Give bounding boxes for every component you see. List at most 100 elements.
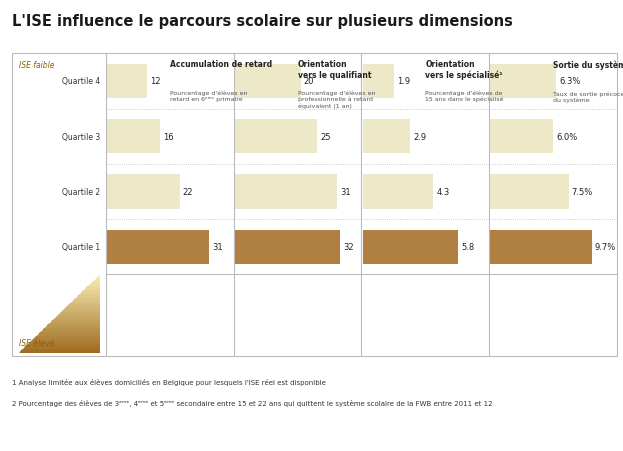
- Polygon shape: [69, 304, 100, 305]
- Text: Pourcentage d'élèves de
15 ans dans le spécialisé: Pourcentage d'élèves de 15 ans dans le s…: [426, 90, 504, 102]
- Text: 6.3%: 6.3%: [559, 77, 581, 86]
- Polygon shape: [35, 336, 100, 337]
- Polygon shape: [51, 321, 100, 322]
- Polygon shape: [50, 322, 100, 323]
- Bar: [363, 175, 434, 209]
- Text: 1 Analyse limitée aux élèves domiciliés en Belgique pour lesquels l'ISE réel est: 1 Analyse limitée aux élèves domiciliés …: [12, 379, 326, 386]
- Text: ISE faible: ISE faible: [19, 61, 54, 70]
- Polygon shape: [54, 318, 100, 319]
- Polygon shape: [26, 345, 100, 347]
- Text: 4.3: 4.3: [436, 188, 450, 197]
- Bar: [490, 175, 569, 209]
- Text: 5.8: 5.8: [461, 243, 474, 252]
- Polygon shape: [32, 339, 100, 340]
- Polygon shape: [83, 289, 100, 290]
- Polygon shape: [28, 343, 100, 344]
- Polygon shape: [96, 277, 100, 279]
- Text: 31: 31: [340, 188, 351, 197]
- Polygon shape: [40, 331, 100, 332]
- Polygon shape: [80, 293, 100, 295]
- Text: Orientation
vers le qualifiant: Orientation vers le qualifiant: [298, 60, 371, 79]
- Polygon shape: [70, 302, 100, 304]
- Polygon shape: [31, 340, 100, 341]
- Polygon shape: [93, 280, 100, 281]
- Polygon shape: [43, 328, 100, 330]
- Bar: [235, 64, 301, 99]
- Polygon shape: [67, 305, 100, 306]
- Polygon shape: [88, 285, 100, 286]
- Polygon shape: [66, 306, 100, 308]
- Bar: [235, 175, 337, 209]
- Polygon shape: [98, 275, 100, 276]
- Bar: [363, 64, 394, 99]
- Polygon shape: [49, 323, 100, 324]
- Bar: [107, 64, 147, 99]
- Polygon shape: [60, 311, 100, 313]
- Text: 7.5%: 7.5%: [572, 188, 593, 197]
- Polygon shape: [82, 290, 100, 292]
- Bar: [490, 230, 592, 264]
- Polygon shape: [77, 296, 100, 297]
- Text: 1.9: 1.9: [397, 77, 410, 86]
- Polygon shape: [19, 352, 100, 353]
- Polygon shape: [57, 315, 100, 317]
- Bar: [490, 64, 556, 99]
- Text: 9.7%: 9.7%: [595, 243, 616, 252]
- Polygon shape: [52, 319, 100, 321]
- Polygon shape: [36, 335, 100, 336]
- Text: 2 Pourcentage des élèves de 3ᵉᵐᵉ, 4ᵉᵐᵉ et 5ᵉᵐᵉ secondaire entre 15 et 22 ans qui: 2 Pourcentage des élèves de 3ᵉᵐᵉ, 4ᵉᵐᵉ e…: [12, 399, 493, 406]
- Text: 22: 22: [183, 188, 193, 197]
- Text: Sortie du système: Sortie du système: [553, 60, 623, 69]
- Polygon shape: [64, 309, 100, 310]
- Bar: [235, 120, 317, 154]
- Polygon shape: [20, 350, 100, 352]
- Polygon shape: [47, 324, 100, 326]
- Text: Quartile 4: Quartile 4: [62, 77, 100, 86]
- Polygon shape: [81, 292, 100, 293]
- Text: L'ISE influence le parcours scolaire sur plusieurs dimensions: L'ISE influence le parcours scolaire sur…: [12, 14, 513, 28]
- Polygon shape: [22, 348, 100, 350]
- Text: 31: 31: [212, 243, 223, 252]
- Text: 20: 20: [304, 77, 314, 86]
- Text: 16: 16: [163, 132, 174, 141]
- Polygon shape: [90, 283, 100, 284]
- Text: Taux de sortie précoce²
du système: Taux de sortie précoce² du système: [553, 90, 623, 103]
- Bar: [490, 120, 553, 154]
- Polygon shape: [59, 313, 100, 314]
- Text: 12: 12: [150, 77, 160, 86]
- Polygon shape: [73, 299, 100, 301]
- Polygon shape: [37, 334, 100, 335]
- Text: Orientation
vers le spécialisé¹: Orientation vers le spécialisé¹: [426, 60, 503, 80]
- Polygon shape: [62, 310, 100, 311]
- Text: 2.9: 2.9: [413, 132, 427, 141]
- Bar: [363, 120, 411, 154]
- Text: 32: 32: [343, 243, 354, 252]
- Text: Quartile 1: Quartile 1: [62, 243, 100, 252]
- Polygon shape: [72, 301, 100, 302]
- Bar: [107, 230, 209, 264]
- Polygon shape: [85, 288, 100, 289]
- Bar: [107, 120, 160, 154]
- Polygon shape: [95, 279, 100, 280]
- Text: Pourcentage d'élèves en
retard en 6ᵉᵐᵉ primaire: Pourcentage d'élèves en retard en 6ᵉᵐᵉ p…: [170, 90, 247, 101]
- Polygon shape: [92, 281, 100, 283]
- Text: Pourcentage d'élèves en
professionnelle à retard
équivalent (1 an): Pourcentage d'élèves en professionnelle …: [298, 90, 375, 109]
- Polygon shape: [24, 347, 100, 348]
- Polygon shape: [27, 344, 100, 345]
- Bar: [107, 175, 179, 209]
- Polygon shape: [34, 337, 100, 339]
- Text: ISE élevé: ISE élevé: [19, 338, 54, 347]
- Polygon shape: [75, 297, 100, 298]
- Polygon shape: [42, 330, 100, 331]
- Polygon shape: [78, 295, 100, 296]
- Text: Quartile 2: Quartile 2: [62, 188, 100, 197]
- Polygon shape: [45, 326, 100, 327]
- Polygon shape: [89, 284, 100, 285]
- Text: SOURCE: FWB, "fichier comptage des élèves", situation au 15 janvier 2014: SOURCE: FWB, "fichier comptage des élève…: [12, 428, 298, 438]
- Polygon shape: [39, 332, 100, 334]
- Bar: [235, 230, 340, 264]
- Bar: [363, 230, 458, 264]
- Polygon shape: [74, 298, 100, 299]
- Polygon shape: [87, 286, 100, 288]
- Text: 25: 25: [320, 132, 331, 141]
